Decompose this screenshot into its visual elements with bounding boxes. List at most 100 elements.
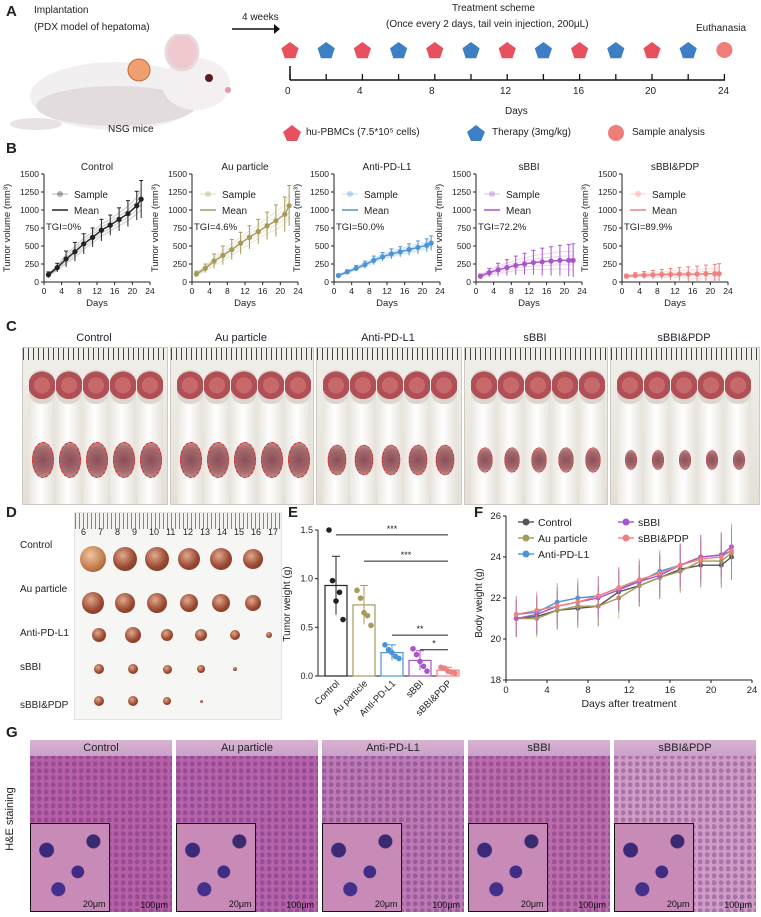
mean-point: [202, 265, 208, 271]
mouse: [110, 370, 136, 504]
scale-bar-small: 20μm: [82, 899, 106, 909]
mean-point: [98, 227, 105, 233]
y-axis-label: Tumor volume (mm³): [580, 184, 591, 272]
x-tick-label: 24: [293, 286, 303, 296]
mean-point: [667, 271, 674, 278]
x-axis-label: Days: [86, 298, 108, 309]
y-axis-label: Tumor volume (mm³): [2, 184, 13, 272]
panel-label-a: A: [6, 3, 17, 20]
tumor-outline: [435, 444, 455, 476]
series-point: [657, 571, 663, 576]
mean-point: [397, 249, 403, 255]
he-image-2: Anti-PD-L1 20μm 100μm: [322, 740, 464, 912]
legend-sample-marker: [57, 191, 63, 197]
he-image-0: Control 20μm 100μm: [30, 740, 172, 912]
legend-label: sBBI: [638, 517, 660, 529]
tgi-label: TGI=4.6%: [194, 222, 238, 233]
x-tick-label: 12: [624, 685, 635, 696]
tumor-row-labels: Control Au particle Anti-PD-L1 sBBI sBBI&PDP: [20, 540, 90, 720]
sample-analysis-marker: [716, 42, 733, 58]
legend-sample-marker: [347, 191, 353, 197]
mean-point: [63, 256, 69, 262]
mean-point: [504, 265, 510, 271]
x-tick-label: 0: [42, 286, 47, 296]
mouse: [56, 370, 82, 504]
y-tick-label: 1000: [310, 205, 329, 215]
mouse: [350, 370, 376, 504]
therapy-legend-label: Therapy (3mg/kg): [492, 127, 571, 138]
significance-label: ***: [387, 524, 398, 534]
legend-mean-label: Mean: [74, 206, 99, 217]
tumor-outline: [624, 450, 638, 470]
mouse: [137, 370, 163, 504]
x-tick-label: 20: [128, 286, 138, 296]
mean-point: [685, 271, 691, 277]
mouse-photo-2: [316, 347, 462, 505]
legend-sample-label: Sample: [222, 190, 256, 201]
mean-point: [694, 271, 700, 277]
y-tick-label: 1000: [452, 205, 471, 215]
tl-tick-24: 24: [718, 86, 730, 97]
mean-point: [45, 272, 52, 278]
excised-tumor: [125, 627, 141, 643]
x-tick-label: 4: [349, 286, 354, 296]
legend-label: sBBI&PDP: [638, 533, 689, 545]
tumor-growth-chart-1: Au particle 0 250 500 750 1000 1250 1500 0 4 8 12 16…: [150, 162, 303, 309]
tgi-label: TGI=72.2%: [478, 222, 527, 233]
x-tick-label: 24: [577, 286, 587, 296]
x-tick-label: 0: [620, 286, 625, 296]
mouse: [323, 370, 349, 504]
y-tick-label: 250: [603, 259, 617, 269]
mouse: [83, 370, 109, 504]
mean-point: [716, 271, 722, 277]
tumor-outline: [207, 442, 229, 478]
tumor-growth-charts: Control 0 250 500 750 1000 1250 1500 0 4 8 12 16 20 24…: [0, 158, 761, 318]
tumor-outline: [504, 447, 520, 473]
scale-bar-small: 20μm: [374, 899, 398, 909]
photo-label-0: Control: [76, 332, 112, 344]
series-point: [698, 556, 704, 562]
mouse-photos: Control Au particle Anti-PD-L1 sBBI sBBI&PDP: [0, 328, 761, 505]
tl-tick-0: 0: [285, 86, 291, 97]
tumor-growth-chart-4: sBBI&PDP 0 250 500 750 1000 1250 1500 0 4 8 12 16 20 2…: [580, 162, 733, 309]
x-tick-label: 12: [670, 286, 680, 296]
x-tick-label: 20: [706, 286, 716, 296]
x-tick-label: 4: [59, 286, 64, 296]
y-tick-label: 0.0: [300, 671, 313, 681]
ruler: [317, 348, 461, 360]
mouse: [644, 370, 670, 504]
y-tick-label: 18: [490, 675, 501, 686]
mean-point: [379, 254, 386, 260]
weeks-label: 4 weeks: [242, 12, 279, 23]
mean-point: [676, 271, 683, 277]
photo-label-1: Au particle: [215, 332, 267, 344]
x-axis-label: Days: [376, 298, 398, 309]
y-tick-label: 0: [612, 277, 617, 287]
mean-point: [424, 242, 430, 248]
chart-title: Anti-PD-L1: [363, 162, 412, 173]
mean-point: [406, 247, 412, 253]
tumor-outline: [585, 447, 601, 473]
legend-sample-label: Sample: [364, 190, 398, 201]
x-tick-label: 16: [542, 286, 552, 296]
mouse: [258, 370, 284, 504]
mean-point: [193, 271, 200, 277]
sample-trace: [48, 209, 142, 277]
ruler: [611, 348, 759, 360]
mean-point: [134, 203, 140, 209]
tumor-outline: [32, 442, 54, 478]
y-tick-label: 1000: [168, 205, 187, 215]
tumor-outline: [59, 442, 81, 478]
therapy-marker: [317, 42, 335, 59]
x-axis-label: Days: [234, 298, 256, 309]
y-tick-label: 750: [315, 223, 329, 233]
data-point: [417, 658, 423, 665]
y-axis-label: Tumor weight (g): [282, 566, 293, 641]
ruler-number: 14: [217, 527, 228, 537]
mean-point: [415, 244, 421, 251]
ruler: [171, 348, 313, 360]
y-tick-label: 22: [490, 593, 501, 604]
therapy-marker: [390, 42, 408, 59]
legend-sample-marker: [205, 191, 211, 197]
